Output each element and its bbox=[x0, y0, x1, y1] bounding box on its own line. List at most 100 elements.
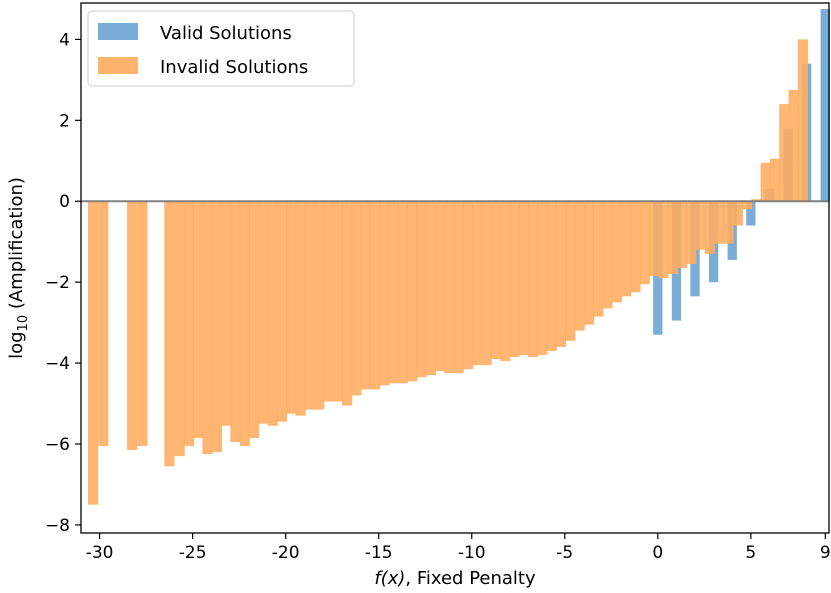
bar-invalid bbox=[276, 201, 288, 422]
bar-invalid bbox=[202, 201, 213, 455]
bar-invalid bbox=[769, 158, 781, 202]
y-tick-label: −2 bbox=[45, 273, 70, 293]
bar-invalid bbox=[555, 201, 567, 347]
bar-invalid bbox=[602, 201, 613, 309]
bar-invalid bbox=[258, 201, 269, 424]
bar-invalid bbox=[444, 201, 455, 374]
bar-invalid bbox=[230, 201, 241, 442]
bar-invalid bbox=[723, 201, 734, 244]
y-tick-label: 0 bbox=[59, 192, 70, 212]
bar-invalid bbox=[137, 201, 148, 447]
bar-invalid bbox=[127, 201, 138, 451]
bar-invalid bbox=[537, 201, 548, 355]
bar-invalid bbox=[174, 201, 185, 457]
y-axis-title-subscript: 10 bbox=[16, 315, 31, 332]
y-tick-label: 2 bbox=[59, 111, 70, 131]
y-tick-label: 4 bbox=[59, 30, 70, 50]
y-axis-title: log10 (Amplification) bbox=[6, 177, 31, 359]
bar-invalid bbox=[304, 201, 315, 410]
bar-invalid bbox=[351, 201, 362, 396]
bar-invalid bbox=[193, 201, 204, 438]
bar-invalid bbox=[593, 201, 604, 317]
bar-invalid bbox=[779, 104, 790, 202]
bar-invalid bbox=[248, 201, 260, 438]
bar-invalid bbox=[797, 39, 809, 202]
bar-invalid bbox=[658, 201, 669, 279]
bar-invalid bbox=[751, 199, 762, 202]
bar-invalid bbox=[369, 201, 381, 390]
bar-invalid bbox=[695, 201, 706, 250]
plot-frame bbox=[80, 2, 830, 534]
legend: Valid Solutions Invalid Solutions bbox=[87, 10, 355, 87]
bar-invalid bbox=[87, 201, 99, 505]
bar-invalid bbox=[239, 201, 250, 447]
x-tick-label: 9 bbox=[820, 543, 831, 563]
legend-label-invalid: Invalid Solutions bbox=[160, 57, 308, 78]
bar-valid bbox=[746, 201, 756, 226]
bar-invalid bbox=[332, 201, 343, 402]
x-tick-label: 0 bbox=[652, 543, 663, 563]
bar-invalid bbox=[221, 201, 232, 426]
y-tick-label: −8 bbox=[45, 516, 70, 536]
x-axis-title-italic: f(x) bbox=[374, 568, 405, 589]
x-tick-label: -25 bbox=[179, 543, 207, 563]
bar-invalid bbox=[490, 201, 502, 360]
bar-invalid bbox=[667, 201, 678, 275]
bar-invalid bbox=[462, 201, 474, 370]
bar-invalid bbox=[518, 201, 529, 355]
bar-invalid bbox=[472, 201, 483, 366]
legend-swatch-invalid bbox=[98, 57, 138, 74]
bar-valid bbox=[820, 9, 830, 202]
bar-invalid bbox=[425, 201, 436, 376]
bar-invalid bbox=[639, 201, 650, 285]
bar-invalid bbox=[611, 201, 622, 303]
y-axis-title-rest: (Amplification) bbox=[6, 177, 27, 315]
bar-invalid bbox=[565, 201, 576, 341]
bar-invalid bbox=[630, 201, 641, 293]
bar-invalid bbox=[453, 201, 464, 374]
legend-label-valid: Valid Solutions bbox=[160, 23, 292, 44]
bar-invalid bbox=[323, 201, 334, 402]
bar-invalid bbox=[388, 201, 399, 384]
x-tick-label: -10 bbox=[458, 543, 486, 563]
x-tick-label: -5 bbox=[556, 543, 573, 563]
bar-invalid bbox=[732, 201, 743, 226]
bar-invalid bbox=[341, 201, 353, 406]
bar-invalid bbox=[509, 201, 520, 358]
bar-invalid bbox=[314, 201, 325, 410]
bar-invalid bbox=[621, 201, 632, 297]
x-tick-label: -30 bbox=[86, 543, 114, 563]
y-axis-ticks: 4 2 0 −2 −4 −6 −8 bbox=[45, 30, 81, 536]
bar-invalid bbox=[98, 201, 109, 447]
bar-invalid bbox=[416, 201, 427, 378]
bar-invalid bbox=[481, 201, 492, 366]
bar-invalid bbox=[676, 201, 688, 268]
x-tick-label: 5 bbox=[745, 543, 756, 563]
bar-invalid bbox=[788, 89, 799, 202]
bar-invalid bbox=[164, 201, 175, 467]
bar-invalid bbox=[583, 201, 595, 325]
y-axis-title-prefix: log bbox=[6, 331, 27, 358]
bar-invalid bbox=[286, 201, 297, 414]
bar-invalid bbox=[686, 201, 697, 264]
bar-invalid bbox=[760, 162, 771, 202]
x-tick-label: -15 bbox=[365, 543, 393, 563]
bar-invalid bbox=[407, 201, 418, 382]
bar-invalid bbox=[211, 201, 222, 453]
bar-invalid bbox=[574, 201, 585, 331]
bar-invalid bbox=[295, 201, 306, 416]
bar-invalid bbox=[397, 201, 409, 384]
y-tick-label: −4 bbox=[45, 354, 70, 374]
x-tick-label: -20 bbox=[272, 543, 300, 563]
bar-invalid bbox=[546, 201, 557, 351]
bar-invalid bbox=[714, 201, 725, 244]
x-axis-title: f(x), Fixed Penalty bbox=[374, 568, 536, 589]
bar-invalid bbox=[528, 201, 539, 358]
bar-invalid bbox=[648, 201, 660, 277]
x-axis-title-rest: , Fixed Penalty bbox=[405, 568, 536, 589]
bar-invalid bbox=[742, 201, 753, 210]
legend-swatch-valid bbox=[98, 23, 138, 40]
bar-invalid bbox=[704, 201, 716, 254]
y-tick-label: −6 bbox=[45, 435, 70, 455]
x-axis-ticks: -30 -25 -20 -15 -10 -5 0 5 9 bbox=[86, 533, 831, 563]
